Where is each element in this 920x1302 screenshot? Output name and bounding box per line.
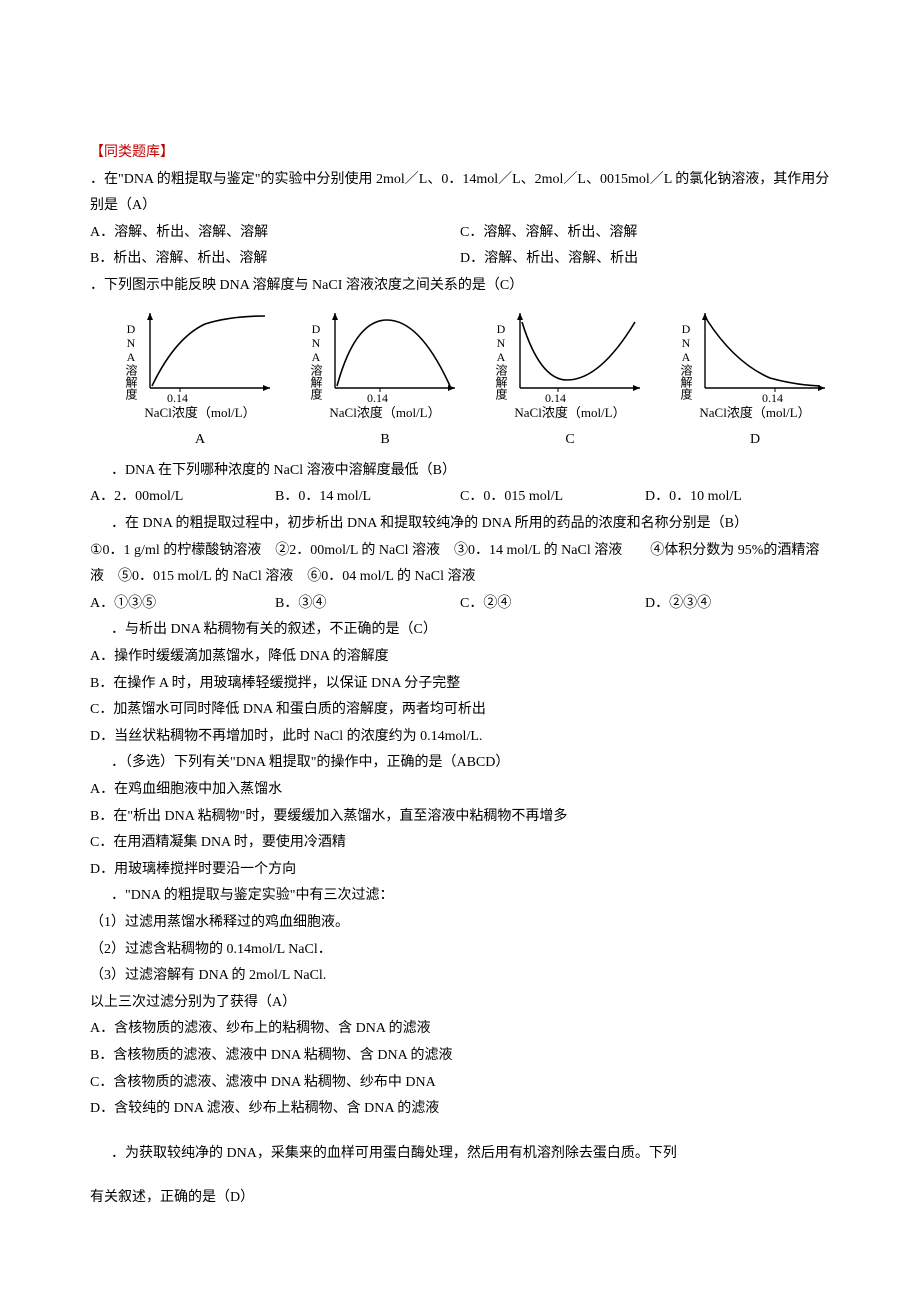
chart-A-letter: A	[125, 427, 275, 454]
chart-B: DNA溶解度 0.14	[310, 308, 460, 403]
q7-s1: （1）过滤用蒸馏水稀释过的鸡血细胞液。	[90, 910, 830, 937]
q3-optC: C．0．015 mol/L	[460, 484, 645, 511]
q8-line2: 有关叙述，正确的是（D）	[90, 1185, 830, 1212]
q6-optA: A．在鸡血细胞液中加入蒸馏水	[90, 777, 830, 804]
section-title: 【同类题库】	[90, 140, 830, 167]
q7-s3: （3）过滤溶解有 DNA 的 2mol/L NaCl.	[90, 963, 830, 990]
q3-options: A．2．00mol/L B．0．14 mol/L C．0．015 mol/L D…	[90, 484, 830, 511]
q3-optB: B．0．14 mol/L	[275, 484, 460, 511]
q2-text: ．下列图示中能反映 DNA 溶解度与 NaCI 溶液浓度之间关系的是（C）	[90, 273, 830, 300]
q3-optA: A．2．00mol/L	[90, 484, 275, 511]
chart-C-ylabel: DNA溶解度	[495, 322, 508, 400]
q1-options: A．溶解、析出、溶解、溶解 C．溶解、溶解、析出、溶解 B．析出、溶解、析出、溶…	[90, 220, 830, 273]
q5-optB: B．在操作 A 时，用玻璃棒轻缓搅拌，以保证 DNA 分子完整	[90, 671, 830, 698]
chart-D-xlabel: NaCl浓度（mol/L）	[680, 401, 830, 426]
q6-optB: B．在"析出 DNA 粘稠物"时，要缓缓加入蒸馏水，直至溶液中粘稠物不再增多	[90, 804, 830, 831]
chart-C: DNA溶解度 0.14	[495, 308, 645, 403]
q5-optC: C．加蒸馏水可同时降低 DNA 和蛋白质的溶解度，两者均可析出	[90, 697, 830, 724]
q1-optC: C．溶解、溶解、析出、溶解	[460, 220, 830, 247]
chart-C-letter: C	[495, 427, 645, 454]
q6-optC: C．在用酒精凝集 DNA 时，要使用冷酒精	[90, 830, 830, 857]
q4-optB: B．③④	[275, 591, 460, 618]
chart-A-ylabel: DNA溶解度	[125, 322, 138, 400]
chart-B-ylabel: DNA溶解度	[310, 322, 323, 400]
q7-optB: B．含核物质的滤液、滤液中 DNA 粘稠物、含 DNA 的滤液	[90, 1043, 830, 1070]
chart-D-letter: D	[680, 427, 830, 454]
q4-line2: ①0．1 g/ml 的柠檬酸钠溶液 ②2．00mol/L 的 NaCl 溶液 ③…	[90, 538, 830, 591]
chart-panel-B: DNA溶解度 0.14 NaCl浓度（mol/L） B	[310, 308, 460, 454]
q1-optD: D．溶解、析出、溶解、析出	[460, 246, 830, 273]
q5-text: ．与析出 DNA 粘稠物有关的叙述，不正确的是（C）	[90, 617, 830, 644]
chart-A: DNA溶解度 0.14	[125, 308, 275, 403]
chart-D: DNA溶解度 0.14	[680, 308, 830, 403]
q6-optD: D．用玻璃棒搅拌时要沿一个方向	[90, 857, 830, 884]
chart-B-xlabel: NaCl浓度（mol/L）	[310, 401, 460, 426]
q1-text: ．在"DNA 的粗提取与鉴定"的实验中分别使用 2mol／L、0．14mol／L…	[90, 167, 830, 220]
q4-optA: A．①③⑤	[90, 591, 275, 618]
q4-line1: ．在 DNA 的粗提取过程中，初步析出 DNA 和提取较纯净的 DNA 所用的药…	[90, 511, 830, 538]
chart-panel-D: DNA溶解度 0.14 NaCl浓度（mol/L） D	[680, 308, 830, 454]
q4-options: A．①③⑤ B．③④ C．②④ D．②③④	[90, 591, 830, 618]
q5-optD: D．当丝状粘稠物不再增加时，此时 NaCl 的浓度约为 0.14mol/L.	[90, 724, 830, 751]
q3-optD: D．0．10 mol/L	[645, 484, 830, 511]
q1-optB: B．析出、溶解、析出、溶解	[90, 246, 460, 273]
chart-A-xlabel: NaCl浓度（mol/L）	[125, 401, 275, 426]
chart-D-ylabel: DNA溶解度	[680, 322, 693, 400]
chart-panel-C: DNA溶解度 0.14 NaCl浓度（mol/L） C	[495, 308, 645, 454]
chart-panel-A: DNA溶解度 0.14 NaCl浓度（mol/L） A	[125, 308, 275, 454]
chart-C-xlabel: NaCl浓度（mol/L）	[495, 401, 645, 426]
q7-optD: D．含较纯的 DNA 滤液、纱布上粘稠物、含 DNA 的滤液	[90, 1096, 830, 1123]
q7-tail: 以上三次过滤分别为了获得（A）	[90, 990, 830, 1017]
q1-optA: A．溶解、析出、溶解、溶解	[90, 220, 460, 247]
q4-optD: D．②③④	[645, 591, 830, 618]
q3-text: ．DNA 在下列哪种浓度的 NaCl 溶液中溶解度最低（B）	[90, 458, 830, 485]
q7-text: ．"DNA 的粗提取与鉴定实验"中有三次过滤：	[90, 883, 830, 910]
q6-text: ．（多选）下列有关"DNA 粗提取"的操作中，正确的是（ABCD）	[90, 750, 830, 777]
q7-optA: A．含核物质的滤液、纱布上的粘稠物、含 DNA 的滤液	[90, 1016, 830, 1043]
q4-optC: C．②④	[460, 591, 645, 618]
q5-optA: A．操作时缓缓滴加蒸馏水，降低 DNA 的溶解度	[90, 644, 830, 671]
q8-line1: ．为获取较纯净的 DNA，采集来的血样可用蛋白酶处理，然后用有机溶剂除去蛋白质。…	[90, 1141, 830, 1168]
q7-s2: （2）过滤含粘稠物的 0.14mol/L NaCl．	[90, 937, 830, 964]
chart-B-letter: B	[310, 427, 460, 454]
q7-optC: C．含核物质的滤液、滤液中 DNA 粘稠物、纱布中 DNA	[90, 1070, 830, 1097]
charts-row: DNA溶解度 0.14 NaCl浓度（mol/L） A DNA溶解度 0.14	[125, 308, 830, 454]
